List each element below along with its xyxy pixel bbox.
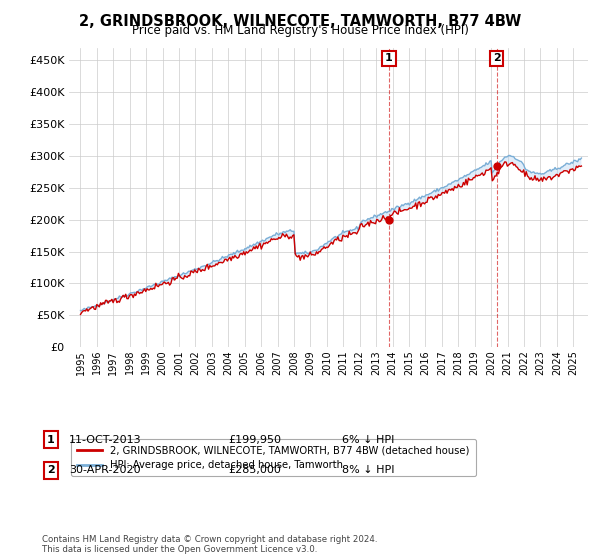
Text: £285,000: £285,000 <box>228 465 281 475</box>
Text: 8% ↓ HPI: 8% ↓ HPI <box>342 465 395 475</box>
Text: 6% ↓ HPI: 6% ↓ HPI <box>342 435 394 445</box>
Text: 1: 1 <box>385 53 393 63</box>
Text: Price paid vs. HM Land Registry's House Price Index (HPI): Price paid vs. HM Land Registry's House … <box>131 24 469 37</box>
Text: 11-OCT-2013: 11-OCT-2013 <box>69 435 142 445</box>
Text: 30-APR-2020: 30-APR-2020 <box>69 465 140 475</box>
Text: 2: 2 <box>493 53 500 63</box>
Text: 2: 2 <box>47 465 55 475</box>
Text: Contains HM Land Registry data © Crown copyright and database right 2024.
This d: Contains HM Land Registry data © Crown c… <box>42 535 377 554</box>
Text: 2, GRINDSBROOK, WILNECOTE, TAMWORTH, B77 4BW: 2, GRINDSBROOK, WILNECOTE, TAMWORTH, B77… <box>79 14 521 29</box>
Text: £199,950: £199,950 <box>228 435 281 445</box>
Legend: 2, GRINDSBROOK, WILNECOTE, TAMWORTH, B77 4BW (detached house), HPI: Average pric: 2, GRINDSBROOK, WILNECOTE, TAMWORTH, B77… <box>71 439 476 476</box>
Text: 1: 1 <box>47 435 55 445</box>
